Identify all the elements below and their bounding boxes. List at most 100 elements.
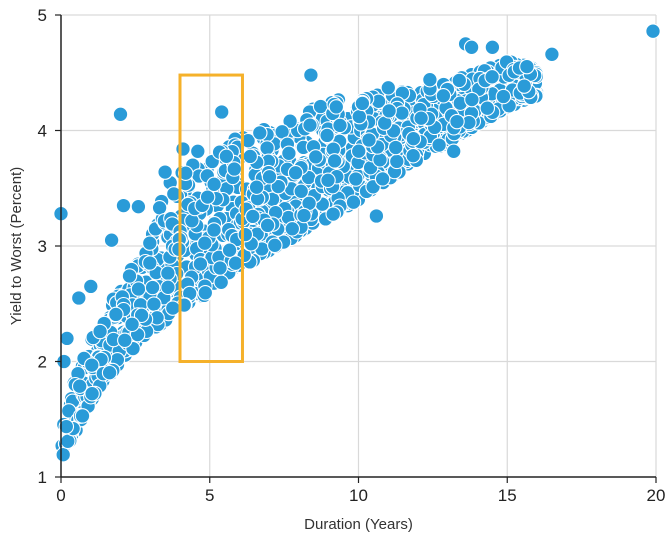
- data-point: [259, 217, 276, 234]
- data-point: [422, 71, 438, 88]
- data-point: [92, 323, 108, 340]
- data-point: [175, 141, 191, 157]
- data-point: [464, 91, 480, 108]
- data-point: [380, 80, 397, 96]
- data-point: [381, 103, 397, 119]
- data-point: [516, 78, 532, 94]
- data-point: [449, 113, 465, 130]
- data-point: [117, 332, 133, 349]
- data-point: [55, 446, 71, 463]
- data-point: [115, 197, 132, 214]
- data-point: [130, 198, 147, 215]
- data-point: [74, 408, 91, 424]
- data-point: [374, 171, 391, 187]
- data-point: [124, 316, 140, 333]
- data-point: [71, 378, 88, 394]
- highlight-box: [178, 73, 244, 363]
- data-point: [405, 147, 421, 164]
- y-tick-label: 4: [38, 122, 47, 141]
- y-tick-label: 2: [38, 353, 47, 372]
- data-point: [350, 143, 367, 159]
- data-point: [354, 95, 371, 112]
- data-point: [351, 108, 368, 125]
- data-point: [303, 67, 319, 83]
- data-point: [212, 260, 228, 276]
- data-point: [84, 385, 100, 402]
- x-tick-label: 5: [205, 486, 214, 505]
- data-point: [83, 278, 99, 295]
- x-tick-label: 10: [349, 486, 368, 505]
- data-point: [307, 149, 324, 165]
- data-point: [213, 274, 229, 291]
- data-point: [142, 255, 158, 271]
- x-tick-label: 15: [498, 486, 517, 505]
- y-tick-label: 5: [38, 6, 47, 25]
- data-point: [544, 46, 560, 63]
- data-point: [296, 207, 312, 224]
- data-point: [519, 58, 535, 75]
- data-point: [142, 235, 158, 251]
- data-point: [326, 153, 343, 169]
- data-point: [405, 130, 422, 147]
- data-point: [328, 99, 345, 115]
- data-point: [368, 208, 385, 224]
- data-point: [146, 296, 162, 312]
- data-point: [206, 222, 222, 238]
- data-point: [71, 290, 87, 306]
- data-point: [282, 113, 298, 129]
- data-point: [248, 179, 265, 195]
- data-point: [252, 125, 268, 141]
- data-point: [218, 148, 235, 165]
- data-point: [58, 418, 75, 435]
- data-point: [332, 117, 348, 134]
- data-point: [213, 104, 230, 120]
- data-point: [302, 117, 318, 133]
- data-points: [53, 23, 661, 463]
- data-point: [121, 268, 138, 284]
- data-point: [160, 279, 176, 296]
- data-point: [259, 140, 275, 156]
- y-axis-title: Yield to Worst (Percent): [8, 167, 25, 325]
- data-point: [151, 200, 168, 216]
- data-point: [484, 69, 500, 85]
- data-point: [463, 39, 480, 56]
- x-tick-label: 0: [56, 486, 65, 505]
- data-point: [197, 285, 214, 301]
- data-point: [387, 139, 404, 156]
- data-point: [240, 132, 256, 149]
- data-point: [197, 235, 213, 251]
- data-point: [59, 330, 75, 347]
- data-point: [348, 171, 364, 187]
- data-point: [479, 100, 496, 116]
- data-point: [237, 226, 254, 243]
- data-point: [261, 169, 278, 185]
- data-point: [431, 137, 447, 153]
- data-point: [101, 364, 118, 381]
- data-point: [320, 172, 336, 189]
- data-point: [361, 132, 377, 148]
- x-axis-ticks: 0 5 10 15 20: [56, 477, 665, 505]
- data-point: [133, 307, 150, 324]
- data-point: [84, 357, 100, 373]
- data-point: [206, 176, 222, 193]
- data-point: [245, 208, 261, 225]
- data-point: [267, 237, 283, 254]
- y-tick-label: 3: [38, 237, 47, 256]
- data-point: [325, 206, 341, 222]
- data-point: [435, 88, 452, 104]
- data-point: [108, 306, 124, 323]
- data-point: [226, 161, 243, 177]
- data-point: [165, 300, 181, 316]
- data-point: [242, 148, 258, 165]
- data-point: [190, 143, 206, 160]
- data-point: [281, 145, 297, 162]
- data-point: [445, 143, 462, 160]
- y-axis-ticks: 1 2 3 4 5: [38, 6, 61, 487]
- data-point: [484, 39, 501, 56]
- x-tick-label: 20: [647, 486, 666, 505]
- data-point: [192, 256, 209, 272]
- data-point: [130, 281, 147, 297]
- data-point: [389, 153, 405, 170]
- data-point: [293, 183, 309, 200]
